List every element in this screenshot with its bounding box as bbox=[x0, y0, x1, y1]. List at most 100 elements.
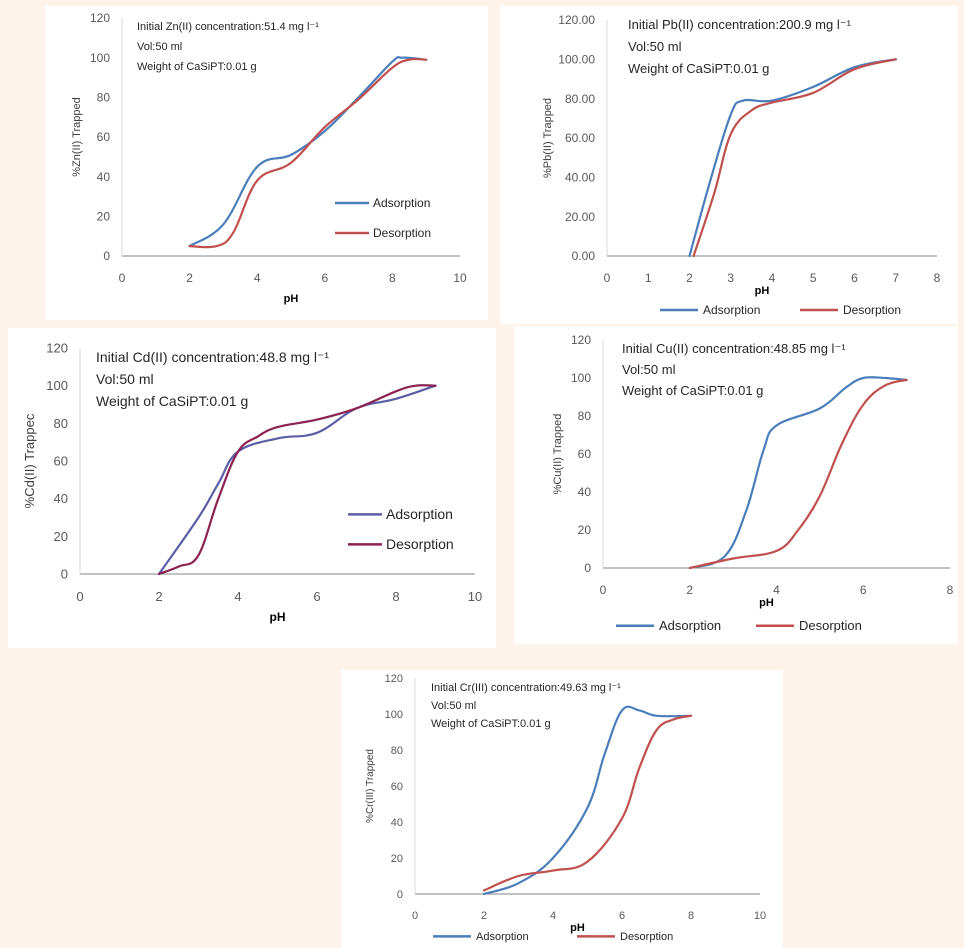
pb-x-tick-label: 8 bbox=[934, 271, 941, 285]
cu-x-axis-label: pH bbox=[759, 597, 774, 609]
zn-legend-label: Desorption bbox=[373, 226, 431, 240]
cd-y-tick-label: 40 bbox=[54, 491, 68, 506]
pb-y-tick-label: 80.00 bbox=[565, 92, 595, 106]
zn-y-tick-label: 60 bbox=[97, 130, 111, 144]
pb-desorption-line bbox=[694, 59, 896, 256]
cr-y-tick-label: 120 bbox=[385, 673, 403, 685]
cd-chart-panel: 0 20 40 60 80 100 120 0 2 4 6 8 10 %Cd(II) Trappec pH I… bbox=[8, 328, 496, 648]
cu-x-tick-label: 4 bbox=[773, 583, 780, 597]
cu-desorption-line bbox=[690, 380, 907, 568]
pb-x-tick-label: 2 bbox=[686, 271, 693, 285]
cr-y-tick-label: 80 bbox=[391, 745, 403, 757]
zn-chart: 0 20 40 60 80 100 120 0 2 4 6 8 10 %Zn(II) Trapped pH I… bbox=[45, 6, 488, 320]
cr-chart: 0 20 40 60 80 100 120 0 2 4 6 8 10 %Cr(III) Trapped pH… bbox=[341, 670, 783, 948]
zn-chart-panel: 0 20 40 60 80 100 120 0 2 4 6 8 10 %Zn(II) Trapped pH I… bbox=[45, 6, 488, 320]
cd-y-axis-label: %Cd(II) Trappec bbox=[22, 413, 37, 508]
pb-y-tick-label: 40.00 bbox=[565, 171, 595, 185]
cr-x-tick-label: 8 bbox=[688, 910, 694, 922]
cr-annotation: Vol:50 ml bbox=[431, 700, 476, 712]
zn-x-tick-label: 8 bbox=[389, 271, 396, 285]
cu-chart-panel: 0 20 40 60 80 100 120 0 2 4 6 8 %Cu(II) Trapped pH Ini… bbox=[514, 326, 958, 644]
cd-x-tick-label: 0 bbox=[76, 589, 83, 604]
pb-x-tick-label: 4 bbox=[769, 271, 776, 285]
cr-legend-label: Desorption bbox=[620, 931, 673, 943]
cd-legend-label: Adsorption bbox=[386, 506, 453, 522]
zn-y-tick-label: 0 bbox=[103, 249, 110, 263]
cd-annotation: Vol:50 ml bbox=[96, 371, 154, 387]
cd-x-tick-label: 10 bbox=[468, 589, 482, 604]
cr-legend-label: Adsorption bbox=[476, 931, 529, 943]
zn-x-tick-label: 6 bbox=[321, 271, 328, 285]
cr-desorption-line bbox=[484, 716, 691, 891]
zn-legend-label: Adsorption bbox=[373, 196, 430, 210]
cu-y-tick-label: 100 bbox=[571, 371, 591, 385]
cu-x-tick-label: 8 bbox=[947, 583, 954, 597]
pb-annotation: Weight of CaSiPT:0.01 g bbox=[628, 61, 769, 76]
zn-x-tick-label: 10 bbox=[453, 271, 467, 285]
cr-x-tick-label: 0 bbox=[412, 910, 418, 922]
pb-legend-label: Adsorption bbox=[703, 303, 760, 317]
pb-x-tick-label: 7 bbox=[892, 271, 899, 285]
zn-x-axis-label: pH bbox=[284, 293, 299, 305]
cr-annotation: Initial Cr(III) concentration:49.63 mg l… bbox=[431, 682, 621, 694]
cu-annotation: Initial Cu(II) concentration:48.85 mg l⁻… bbox=[622, 341, 846, 356]
cr-y-tick-label: 20 bbox=[391, 853, 403, 865]
cr-adsorption-line bbox=[484, 707, 691, 894]
cd-y-tick-label: 120 bbox=[46, 341, 68, 356]
pb-y-axis-label: %Pb(II) Trapped bbox=[542, 98, 554, 178]
cu-x-tick-label: 0 bbox=[600, 583, 607, 597]
cd-x-tick-label: 4 bbox=[234, 589, 241, 604]
cu-y-axis-label: %Cu(II) Trapped bbox=[552, 414, 564, 495]
pb-x-tick-label: 1 bbox=[645, 271, 652, 285]
cu-adsorption-line bbox=[690, 377, 907, 568]
pb-annotation: Vol:50 ml bbox=[628, 39, 682, 54]
cu-x-tick-label: 2 bbox=[686, 583, 693, 597]
pb-x-tick-label: 6 bbox=[851, 271, 858, 285]
pb-legend-label: Desorption bbox=[843, 303, 901, 317]
pb-y-tick-label: 100.00 bbox=[558, 53, 595, 67]
zn-desorption-line bbox=[190, 59, 427, 247]
cr-x-tick-label: 2 bbox=[481, 910, 487, 922]
cr-x-axis-label: pH bbox=[570, 922, 585, 934]
cd-chart: 0 20 40 60 80 100 120 0 2 4 6 8 10 %Cd(II) Trappec pH I… bbox=[8, 328, 496, 648]
cr-x-tick-label: 10 bbox=[754, 910, 766, 922]
cr-annotation: Weight of CaSiPT:0.01 g bbox=[431, 718, 551, 730]
cr-y-tick-label: 60 bbox=[391, 781, 403, 793]
cd-y-tick-label: 100 bbox=[46, 378, 68, 393]
zn-annotation: Initial Zn(II) concentration:51.4 mg l⁻¹ bbox=[137, 21, 319, 33]
cr-chart-panel: 0 20 40 60 80 100 120 0 2 4 6 8 10 %Cr(III) Trapped pH… bbox=[341, 670, 783, 948]
pb-y-tick-label: 20.00 bbox=[565, 210, 595, 224]
zn-y-tick-label: 80 bbox=[97, 91, 111, 105]
cu-y-tick-label: 20 bbox=[578, 523, 592, 537]
pb-x-tick-label: 5 bbox=[810, 271, 817, 285]
cd-x-tick-label: 2 bbox=[155, 589, 162, 604]
zn-annotation: Vol:50 ml bbox=[137, 41, 182, 53]
pb-x-tick-label: 3 bbox=[727, 271, 734, 285]
cd-x-tick-label: 8 bbox=[392, 589, 399, 604]
zn-annotation: Weight of CaSiPT:0.01 g bbox=[137, 61, 257, 73]
zn-y-axis-label: %Zn(II) Trapped bbox=[71, 97, 83, 176]
cr-y-tick-label: 0 bbox=[397, 889, 403, 901]
pb-y-tick-label: 0.00 bbox=[572, 249, 596, 263]
pb-annotation: Initial Pb(II) concentration:200.9 mg l⁻… bbox=[628, 17, 852, 32]
cr-x-tick-label: 6 bbox=[619, 910, 625, 922]
cu-y-tick-label: 0 bbox=[584, 561, 591, 575]
cu-x-tick-label: 6 bbox=[860, 583, 867, 597]
zn-y-tick-label: 100 bbox=[90, 51, 110, 65]
pb-y-tick-label: 120.00 bbox=[558, 13, 595, 27]
pb-chart-panel: 0.00 20.00 40.00 60.00 80.00 100.00 120.00 0 1 2 3… bbox=[500, 6, 958, 324]
cd-y-tick-label: 20 bbox=[54, 529, 68, 544]
zn-adsorption-line bbox=[190, 57, 427, 246]
cd-x-tick-label: 6 bbox=[313, 589, 320, 604]
cd-annotation: Weight of CaSiPT:0.01 g bbox=[96, 393, 248, 409]
zn-y-tick-label: 120 bbox=[90, 11, 110, 25]
cd-annotation: Initial Cd(II) concentration:48.8 mg l⁻¹ bbox=[96, 349, 329, 365]
cd-legend-label: Desorption bbox=[386, 536, 454, 552]
zn-y-tick-label: 40 bbox=[97, 170, 111, 184]
cu-annotation: Vol:50 ml bbox=[622, 362, 676, 377]
zn-x-tick-label: 2 bbox=[186, 271, 193, 285]
cd-y-tick-label: 0 bbox=[61, 567, 68, 582]
cd-y-tick-label: 60 bbox=[54, 454, 68, 469]
cu-legend-label: Adsorption bbox=[659, 618, 721, 633]
cu-y-tick-label: 60 bbox=[578, 447, 592, 461]
